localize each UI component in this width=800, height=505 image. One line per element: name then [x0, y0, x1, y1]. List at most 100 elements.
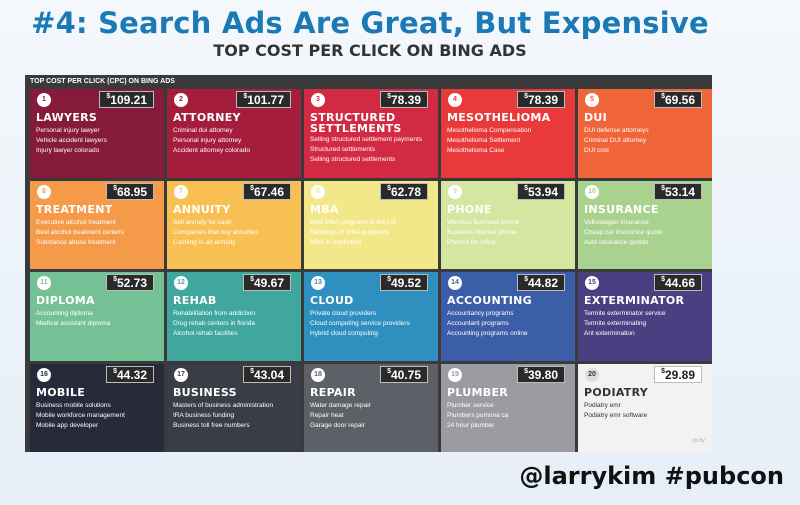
- keyword-item: Auto insurance quotes: [584, 238, 649, 246]
- tile-title: REPAIR: [310, 385, 356, 399]
- tile-price: $69.56: [654, 91, 702, 108]
- tile-keyword-list: Accountancy programs Accountant programs A…: [447, 309, 571, 339]
- tile-price: $52.73: [106, 274, 154, 291]
- keyword-item: Best alcohol treatment centers: [36, 228, 124, 236]
- dollar-sign: $: [250, 367, 254, 375]
- tile-keyword-list: Private cloud providers Cloud computing s…: [310, 309, 434, 339]
- tile-title: REHAB: [173, 294, 217, 307]
- tile-grid: 1 $109.21 LAWYERS Personal injury lawyer Veh…: [30, 89, 712, 452]
- tile-diploma: 11 $52.73 DIPLOMA Accounting diploma Medical…: [30, 272, 164, 361]
- keyword-item: Mesothelioma Compensation: [447, 127, 532, 134]
- dollar-sign: $: [113, 367, 117, 375]
- keyword-item: Business toll free numbers: [173, 421, 250, 429]
- keyword-item: Phones for office: [447, 238, 496, 246]
- tile-rank: 10: [585, 184, 599, 199]
- dollar-sign: $: [661, 276, 665, 283]
- keyword-item: 24 hour plumber: [447, 421, 495, 429]
- keyword-item: Podiatry emr software: [584, 411, 648, 419]
- tile-title: PLUMBER: [447, 385, 509, 399]
- tile-repair: 18 $40.75 REPAIR Water damage repair Repair …: [304, 363, 438, 452]
- keyword-item: Substance abuse treatment: [36, 238, 116, 246]
- dollar-sign: $: [243, 93, 248, 100]
- dollar-sign: $: [661, 93, 665, 100]
- dollar-sign: $: [113, 184, 117, 192]
- tile-title: MBA: [310, 202, 339, 216]
- tile-title: DIPLOMA: [36, 294, 95, 307]
- dollar-sign: $: [661, 367, 665, 375]
- tile-price: $44.82: [517, 274, 565, 291]
- keyword-item: Rankings of MBA programs: [310, 228, 390, 236]
- tile-insurance: 10 $53.14 INSURANCE Volkswagen insurance Che…: [578, 180, 712, 269]
- tile-price-value: 49.52: [390, 276, 421, 290]
- tile-price: $53.94: [517, 182, 565, 200]
- tile-price-value: 44.82: [527, 276, 558, 290]
- keyword-item: Plumbers pomona ca: [447, 411, 509, 419]
- tile-price-value: 109.21: [110, 93, 147, 107]
- tile-title: STRUCTURED SETTLEMENTS: [310, 111, 402, 135]
- tile-price: $49.67: [243, 274, 291, 291]
- tile-price: $44.32: [106, 365, 154, 383]
- keyword-item: Termite exterminator service: [584, 310, 666, 317]
- tile-price-value: 101.77: [247, 93, 284, 107]
- tile-price-value: 49.67: [253, 276, 284, 290]
- keyword-item: Business mobile solutions: [36, 401, 111, 409]
- tile-price: $39.80: [517, 365, 565, 383]
- tile-title: ACCOUNTING: [447, 294, 532, 307]
- keyword-item: Repair heat: [310, 411, 344, 419]
- tile-price: $68.95: [106, 182, 154, 200]
- tile-rank: 19: [448, 367, 462, 382]
- tile-keyword-list: Accounting diploma Medical assistant dipl…: [36, 309, 160, 329]
- tile-price-value: 78.39: [390, 93, 421, 107]
- tile-title: EXTERMINATOR: [584, 294, 685, 307]
- tile-title: TREATMENT: [36, 202, 113, 216]
- tile-price-value: 43.04: [253, 367, 284, 382]
- tile-treatment: 6 $68.95 TREATMENT Executive alcohol treatm…: [30, 180, 164, 269]
- tile-title: MESOTHELIOMA: [447, 111, 551, 124]
- keyword-item: Cashing in an annuity: [173, 238, 236, 246]
- tile-price: $101.77: [236, 91, 291, 108]
- tile-title: PODIATRY: [584, 385, 649, 399]
- tile-price: $78.39: [517, 91, 565, 108]
- tile-keyword-list: Volkswagen insurance Cheap car insurance …: [584, 218, 708, 248]
- keyword-item: Structured settlements: [310, 146, 376, 153]
- tile-price: $29.89: [654, 365, 702, 383]
- tile-accounting: 14 $44.82 ACCOUNTING Accountancy programs Ac…: [441, 272, 575, 361]
- tile-rank: 2: [174, 93, 188, 107]
- tile-keyword-list: Masters of business administration IRA bu…: [173, 401, 297, 431]
- dollar-sign: $: [387, 184, 391, 192]
- keyword-item: Masters of business administration: [173, 401, 274, 409]
- tile-rank: 13: [311, 276, 325, 290]
- tile-exterminator: 15 $44.66 EXTERMINATOR Termite exterminator…: [578, 272, 712, 361]
- tile-price: $78.39: [380, 91, 428, 108]
- tile-mesothelioma: 4 $78.39 MESOTHELIOMA Mesothelioma Compensa…: [441, 89, 575, 178]
- tile-price: $49.52: [380, 274, 428, 291]
- keyword-item: Executive alcohol treatment: [36, 218, 116, 226]
- tile-lawyers: 1 $109.21 LAWYERS Personal injury lawyer Veh…: [30, 89, 164, 178]
- tile-rank: 6: [37, 184, 51, 199]
- keyword-item: Mesothelioma Case: [447, 147, 505, 154]
- keyword-item: MBA in marketing: [310, 238, 361, 246]
- keyword-item: Sell annuity for cash: [173, 218, 232, 226]
- tile-keyword-list: Termite exterminator service Termite exte…: [584, 309, 708, 339]
- keyword-item: Hybrid cloud computing: [310, 330, 378, 337]
- tile-price: $53.14: [654, 182, 702, 200]
- tile-price-value: 53.94: [527, 184, 558, 199]
- tile-price-value: 53.14: [664, 184, 695, 199]
- keyword-item: Accounting diploma: [36, 310, 93, 317]
- tile-plumber: 19 $39.80 PLUMBER Plumber service Plumbers p…: [441, 363, 575, 452]
- dollar-sign: $: [661, 184, 665, 192]
- tile-podiatry: 20 $29.89 PODIATRY Podiatry emr Podiatry emr…: [578, 363, 712, 452]
- tile-keyword-list: Podiatry emr Podiatry emr software: [584, 401, 708, 421]
- tile-price-value: 44.66: [664, 276, 695, 290]
- tile-keyword-list: Executive alcohol treatment Best alcohol …: [36, 218, 160, 248]
- keyword-item: Volkswagen insurance: [584, 218, 649, 226]
- keyword-item: Private cloud providers: [310, 310, 377, 317]
- tile-keyword-list: Selling structured settlement payments St…: [310, 135, 434, 165]
- keyword-item: Accountancy programs: [447, 310, 514, 317]
- keyword-item: Plumber service: [447, 401, 494, 409]
- tile-title: ANNUITY: [173, 202, 231, 216]
- keyword-item: Personal injury attorney: [173, 137, 242, 144]
- keyword-item: Selling structured settlement payments: [310, 136, 422, 143]
- tile-phone: 9 $53.94 PHONE Wireless business phone Busin…: [441, 180, 575, 269]
- keyword-item: Rehabilitation from addiction: [173, 310, 256, 317]
